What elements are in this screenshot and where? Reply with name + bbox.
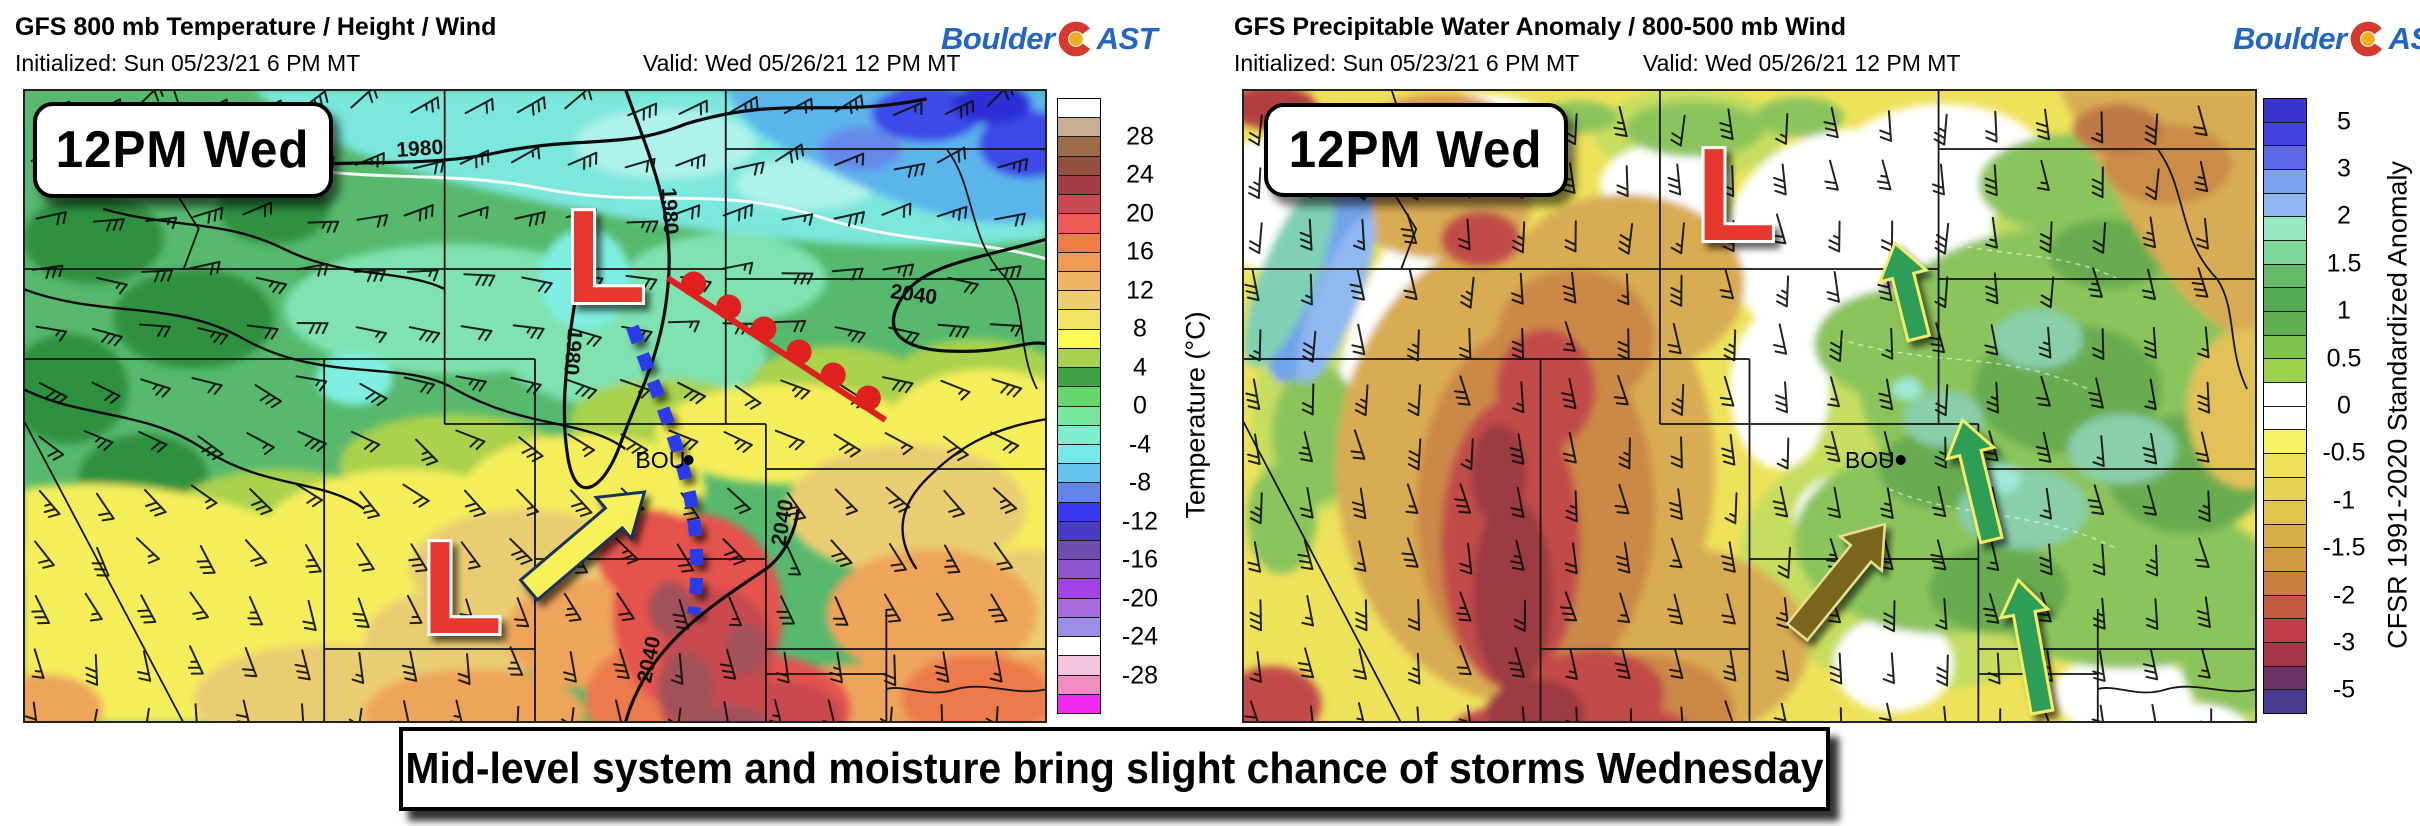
zero-line-contour (273, 162, 1047, 261)
height-contour-labels: 1980 1980 1980 2040 2040 2040 (396, 136, 939, 685)
left-panel-valid: Valid: Wed 05/26/21 12 PM MT (643, 50, 961, 76)
logo-text-boulder: Boulder (941, 21, 1055, 56)
station-dot (683, 455, 694, 465)
height-contours (23, 89, 1047, 723)
temperature-height-wind-map: 1980 1980 1980 2040 2040 2040 L L BOU (23, 89, 1047, 723)
temperature-colorbar-ticks: 28 24 20 16 12 8 4 0 -4 -8 -12 -16 -20 -24 -28 (1121, 122, 1159, 689)
map-frame (23, 89, 1047, 723)
temperature-colorbar (1057, 98, 1101, 714)
low-pressure-marker: L (1696, 121, 1776, 268)
flow-arrow-yellow (518, 490, 647, 603)
logo-text-boulder: Boulder (2233, 21, 2347, 56)
right-valid-time-badge: 12PM Wed (1264, 103, 1568, 197)
svg-text:1980: 1980 (559, 328, 586, 377)
moisture-arrow-olive (1785, 522, 1887, 642)
anomaly-colorbar-ticks: 5 3 2 1.5 1 0.5 0 -0.5 -1 -1.5 -2 -3 -5 (2322, 107, 2366, 704)
caption-text: Mid-level system and moisture bring slig… (405, 744, 1824, 793)
bouldercast-logo: Boulder AST (941, 18, 1158, 60)
left-panel-initialized: Initialized: Sun 05/23/21 6 PM MT (15, 50, 361, 76)
map-frame (1242, 89, 2257, 723)
caption-banner: Mid-level system and moisture bring slig… (399, 727, 1830, 811)
anomaly-colorbar (2263, 98, 2307, 714)
left-valid-time-badge: 12PM Wed (33, 102, 333, 198)
bouldercast-logo-right: Boulder AST (2233, 18, 2420, 60)
station-label: BOU (635, 447, 685, 473)
temperature-colorbar-title: Temperature (°C) (1180, 311, 1211, 519)
faint-anomaly-contours (1838, 238, 2119, 550)
warm-front (665, 271, 888, 423)
colorado-c-icon (1055, 19, 1096, 59)
anomaly-colorbar-title: CFSR 1991-2020 Standardized Anomaly (2382, 161, 2413, 649)
svg-text:1980: 1980 (657, 187, 682, 235)
right-panel-valid: Valid: Wed 05/26/21 12 PM MT (1643, 50, 1961, 76)
trough-dashed-line (626, 324, 704, 615)
low-pressure-marker-north: L (565, 183, 646, 331)
svg-text:1980: 1980 (396, 136, 444, 162)
wind-barbs (1244, 105, 2213, 723)
station-bou: BOU (1845, 447, 1906, 473)
right-panel-initialized: Initialized: Sun 05/23/21 6 PM MT (1234, 50, 1580, 76)
logo-text-ast: AST (1096, 21, 1158, 56)
right-panel-title: GFS Precipitable Water Anomaly / 800-500… (1234, 13, 1846, 41)
left-panel-title: GFS 800 mb Temperature / Height / Wind (15, 13, 497, 41)
low-pressure-marker-south: L (422, 514, 503, 662)
moisture-arrows-green (1877, 240, 2055, 716)
station-label: BOU (1845, 447, 1895, 473)
station-bou: BOU (635, 447, 694, 473)
station-dot (1895, 455, 1906, 465)
colorado-c-icon (2347, 19, 2388, 59)
left-map-temperature-fills (23, 89, 1047, 723)
logo-text-ast: AST (2388, 21, 2420, 56)
